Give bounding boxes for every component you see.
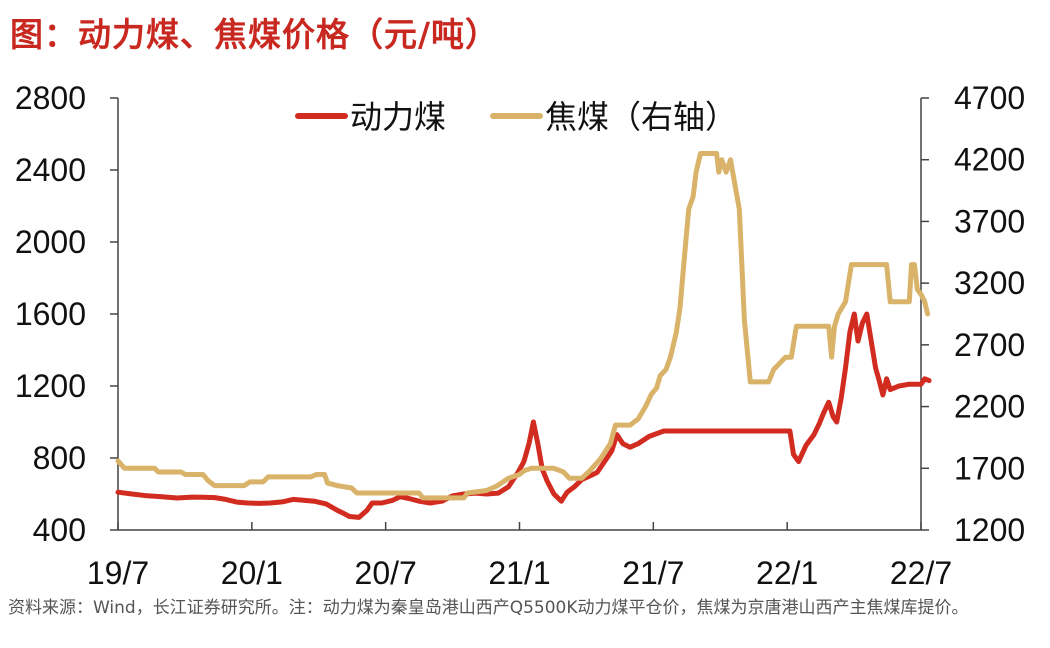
chart-title: 图：动力煤、焦煤价格（元/吨）	[10, 15, 500, 54]
legend-thermal-coal-label: 动力煤	[350, 99, 446, 135]
y-left-tick-label: 2000	[15, 224, 86, 260]
y-left-tick-label: 1200	[15, 368, 86, 404]
y-right-tick-label: 3700	[954, 203, 1025, 239]
x-tick-label: 21/7	[622, 555, 684, 591]
source-note: 资料来源：Wind，长江证券研究所。注：动力煤为秦皇岛港山西产Q5500K动力煤…	[8, 598, 969, 618]
chart-lines	[115, 151, 932, 520]
chart-legend: 动力煤 焦煤（右轴）	[295, 99, 737, 135]
x-tick-label: 22/1	[756, 555, 818, 591]
y-left-tick-label: 400	[33, 512, 86, 548]
y-right-tick-label: 2200	[954, 389, 1025, 425]
x-tick-label: 20/1	[221, 555, 283, 591]
y-right-tick-label: 1200	[954, 512, 1025, 548]
y-right-tick-label: 3200	[954, 265, 1025, 301]
y-right-tick-label: 2700	[954, 327, 1025, 363]
y-left-tick-label: 800	[33, 440, 86, 476]
x-tick-label: 21/1	[488, 555, 550, 591]
y-left-tick-label: 2400	[15, 152, 86, 188]
y-right-tick-label: 4200	[954, 142, 1025, 178]
series-line-thermal-coal	[115, 311, 932, 520]
y-left-tick-label: 1600	[15, 296, 86, 332]
legend-coking-coal-label: 焦煤（右轴）	[545, 99, 737, 135]
y-left-tick-label: 2800	[15, 80, 86, 116]
x-tick-label: 20/7	[355, 555, 417, 591]
x-tick-label: 19/7	[87, 555, 149, 591]
y-right-tick-label: 4700	[954, 80, 1025, 116]
y-right-tick-label: 1700	[954, 450, 1025, 486]
series-line-coking-coal	[115, 151, 931, 501]
chart-axes: 400 800 1200 1600 2000 2400 2800 1200 1700 2200 27…	[15, 80, 1025, 591]
x-tick-label: 22/7	[890, 555, 952, 591]
